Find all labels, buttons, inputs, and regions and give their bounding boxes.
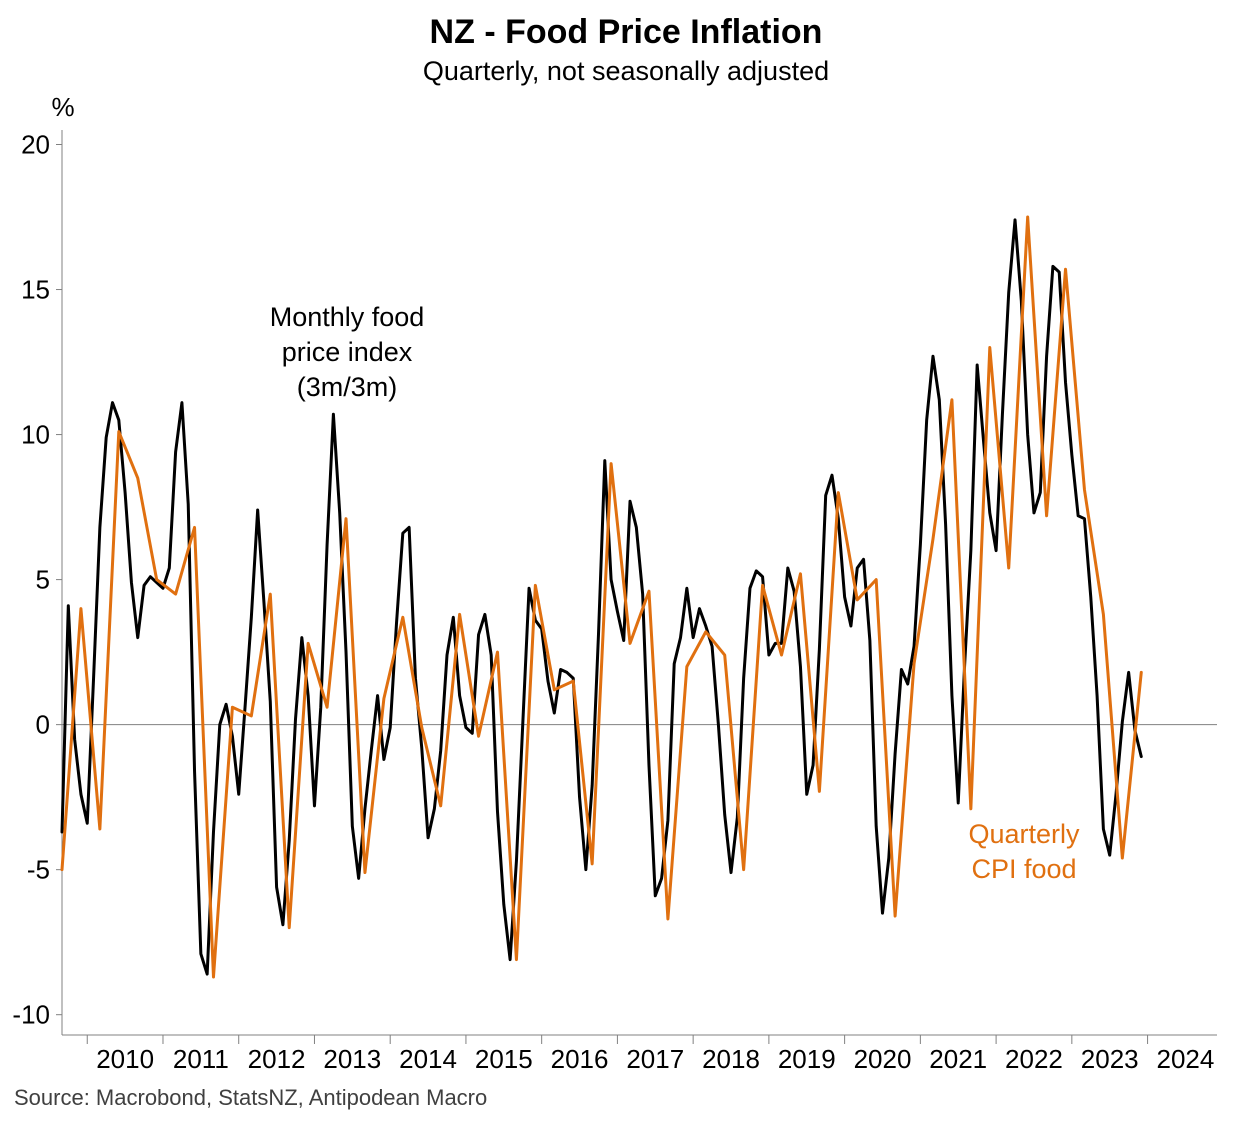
annotation-line: Monthly food [270,302,425,332]
x-axis: 2010 2011 2012 2013 2014 2015 2016 2017 2018 2019… [62,1034,1217,1074]
annotation-line: (3m/3m) [297,372,398,402]
y-tick-label: -10 [12,1000,50,1030]
annotation-line: CPI food [971,854,1076,884]
x-tick-label: 2015 [475,1044,533,1074]
y-axis: 20 15 10 5 0 -5 -10 [12,130,63,1035]
annotation-quarterly-label: Quarterly CPI food [968,819,1080,884]
x-tick-label: 2021 [929,1044,987,1074]
x-tick-label: 2010 [96,1044,154,1074]
series-line-monthly [60,218,1143,976]
source-note: Source: Macrobond, StatsNZ, Antipodean M… [14,1085,487,1110]
x-tick-label: 2023 [1081,1044,1139,1074]
annotation-line: price index [282,337,413,367]
x-tick-label: 2019 [778,1044,836,1074]
chart-title: NZ - Food Price Inflation [430,13,823,51]
x-tick-label: 2013 [323,1044,381,1074]
series-line-quarterly [60,215,1143,979]
x-tick-label: 2020 [854,1044,912,1074]
x-tick-label: 2016 [551,1044,609,1074]
y-tick-label: -5 [27,855,50,885]
x-tick-label: 2017 [626,1044,684,1074]
x-tick-label: 2014 [399,1044,457,1074]
y-tick-label: 0 [36,710,50,740]
y-tick-label: 20 [21,130,50,160]
y-tick-label: 5 [36,565,50,595]
series-group [60,215,1143,979]
x-tick-label: 2018 [702,1044,760,1074]
x-tick-label: 2022 [1005,1044,1063,1074]
y-tick-label: 15 [21,275,50,305]
annotation-monthly-label: Monthly food price index (3m/3m) [270,302,425,402]
x-tick-label: 2024 [1157,1044,1215,1074]
annotation-line: Quarterly [968,819,1080,849]
x-tick-label: 2011 [173,1044,229,1074]
y-axis-unit: % [51,92,74,122]
chart-subtitle: Quarterly, not seasonally adjusted [423,56,829,86]
y-tick-label: 10 [21,420,50,450]
x-tick-label: 2012 [248,1044,306,1074]
